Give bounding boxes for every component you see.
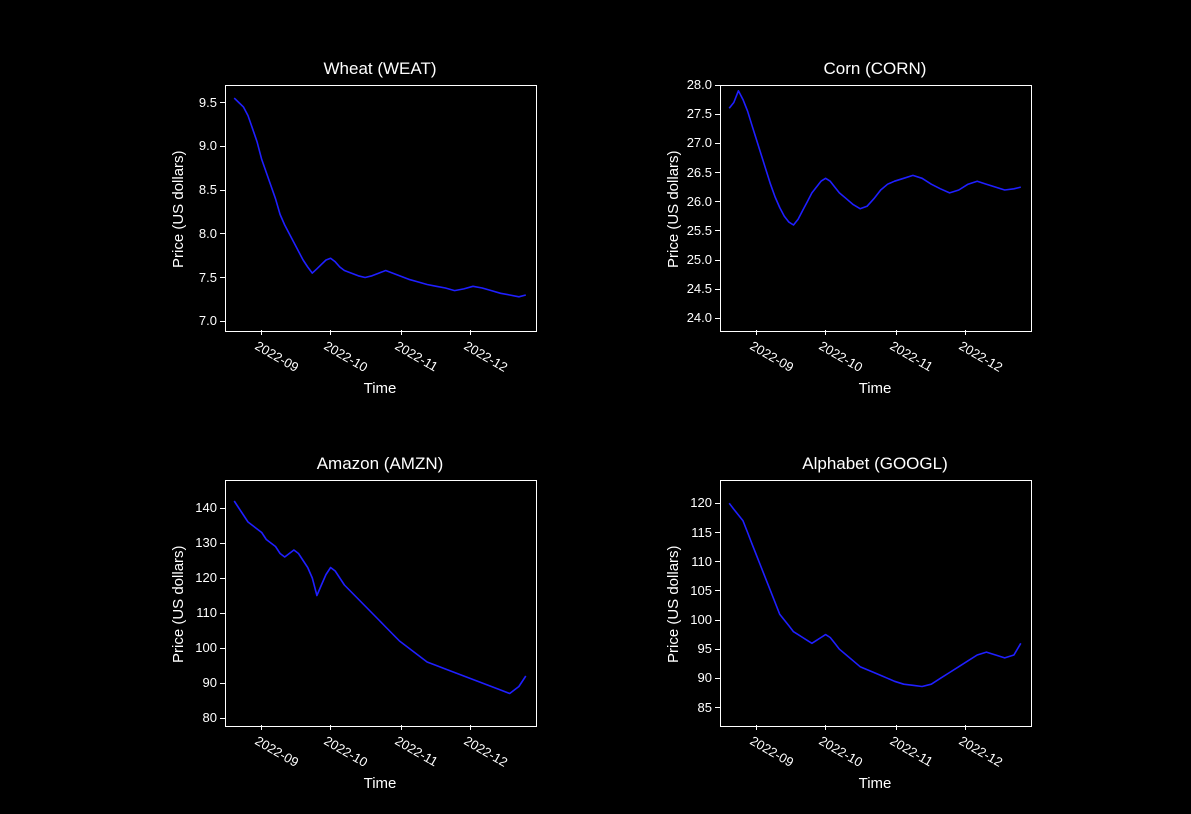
x-axis-label: Time <box>859 775 892 792</box>
series-googl <box>0 0 1191 814</box>
chart-title: Alphabet (GOOGL) <box>802 454 948 474</box>
figure: 7.07.58.08.59.09.52022-092022-102022-112… <box>0 0 1191 814</box>
y-axis-label: Price (US dollars) <box>665 545 682 663</box>
